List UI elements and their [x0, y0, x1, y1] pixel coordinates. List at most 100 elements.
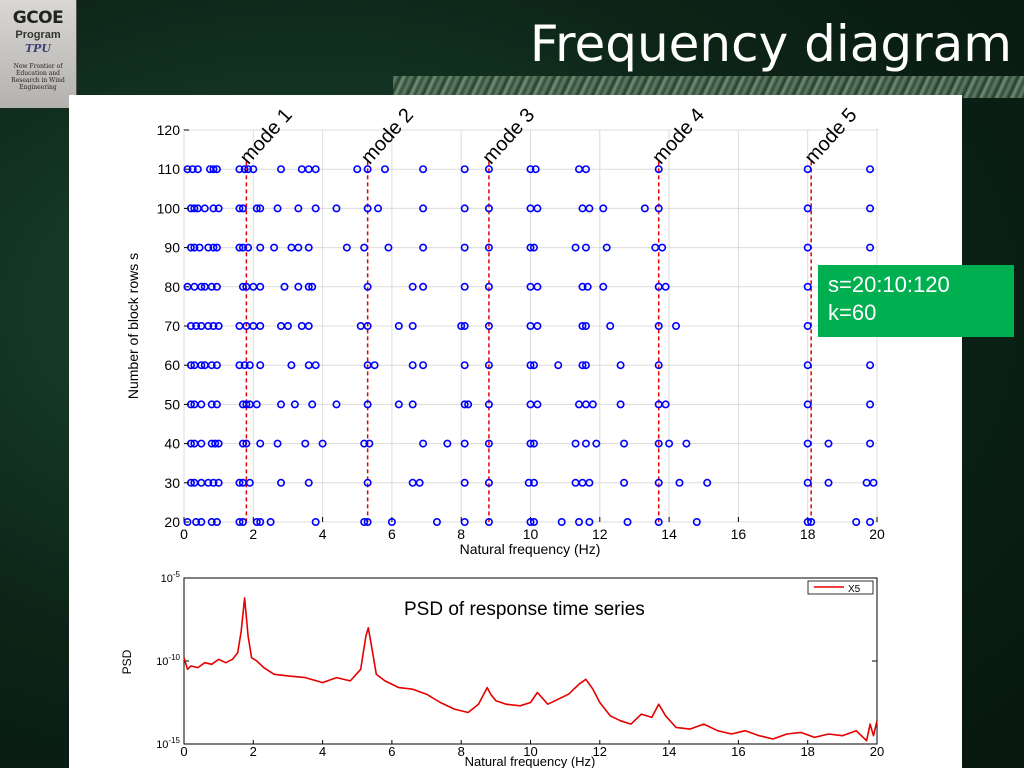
scatter-point [460, 321, 469, 330]
scatter-point [581, 243, 590, 252]
scatter-point [460, 361, 469, 370]
scatter-point [803, 165, 812, 174]
scatter-point [200, 204, 209, 213]
scatter-x-label: Natural frequency (Hz) [460, 541, 601, 557]
scatter-point [240, 361, 249, 370]
scatter-point [623, 517, 632, 526]
scatter-point [585, 204, 594, 213]
scatter-point [869, 478, 878, 487]
logo-line-4: New Frontier of Education and Research i… [11, 63, 65, 91]
scatter-points [183, 165, 878, 526]
scatter-point [301, 439, 310, 448]
scatter-point [249, 165, 258, 174]
scatter-point [214, 439, 223, 448]
scatter-point [803, 321, 812, 330]
scatter-point [581, 165, 590, 174]
scatter-point [304, 282, 313, 291]
scatter-point [290, 400, 299, 409]
scatter-point [256, 439, 265, 448]
psd-x-tick-label: 10 [523, 744, 537, 759]
scatter-point [803, 478, 812, 487]
info-line-k: k=60 [828, 300, 877, 325]
scatter-point [866, 361, 875, 370]
scatter-point [419, 282, 428, 291]
scatter-point [824, 439, 833, 448]
scatter-point [529, 361, 538, 370]
scatter-point [807, 517, 816, 526]
scatter-point [533, 321, 542, 330]
psd-x-ticks: 0 2 4 6 8 10 12 14 16 18 20 [180, 740, 884, 759]
psd-y-label: PSD [120, 649, 134, 674]
scatter-point [235, 478, 244, 487]
scatter-point [273, 204, 282, 213]
scatter-point [484, 517, 493, 526]
scatter-point [529, 517, 538, 526]
scatter-point [332, 400, 341, 409]
scatter-point [280, 282, 289, 291]
scatter-point [363, 517, 372, 526]
scatter-point [353, 165, 362, 174]
scatter-point [256, 204, 265, 213]
scatter-point [209, 165, 218, 174]
scatter-point [460, 400, 469, 409]
scatter-point [192, 517, 201, 526]
scatter-point [235, 243, 244, 252]
scatter-point [342, 243, 351, 252]
scatter-point [866, 517, 875, 526]
scatter-point [190, 204, 199, 213]
scatter-point [419, 361, 428, 370]
psd-x-tick-label: 16 [731, 744, 745, 759]
scatter-point [460, 165, 469, 174]
scatter-point [204, 243, 213, 252]
scatter-point [526, 165, 535, 174]
scatter-x-tick-label: 8 [457, 526, 465, 542]
psd-x-label: Natural frequency (Hz) [465, 754, 596, 768]
frequency-scatter-chart: 0 2 4 6 8 10 12 14 16 18 20 20 30 40 50 60 70 80 90 100 110… [125, 104, 885, 557]
scatter-point [588, 400, 597, 409]
scatter-point [581, 361, 590, 370]
scatter-point [256, 517, 265, 526]
scatter-point [578, 282, 587, 291]
scatter-point [616, 361, 625, 370]
scatter-x-tick-label: 2 [249, 526, 257, 542]
scatter-y-tick-label: 40 [164, 436, 180, 452]
scatter-point [244, 165, 253, 174]
scatter-point [408, 282, 417, 291]
psd-x-tick-label: 4 [319, 744, 326, 759]
scatter-point [616, 400, 625, 409]
scatter-point [308, 282, 317, 291]
scatter-point [703, 478, 712, 487]
scatter-point [852, 517, 861, 526]
scatter-point [824, 478, 833, 487]
scatter-point [575, 517, 584, 526]
scatter-point [654, 204, 663, 213]
scatter-point [212, 165, 221, 174]
scatter-point [524, 478, 533, 487]
scatter-point [294, 204, 303, 213]
scatter-point [654, 439, 663, 448]
scatter-point [235, 165, 244, 174]
scatter-point [571, 243, 580, 252]
scatter-point [585, 478, 594, 487]
scatter-point [592, 439, 601, 448]
scatter-point [197, 439, 206, 448]
scatter-point [209, 478, 218, 487]
scatter-point [533, 400, 542, 409]
scatter-point [287, 361, 296, 370]
scatter-point [332, 204, 341, 213]
scatter-point [186, 361, 195, 370]
scatter-point [526, 517, 535, 526]
scatter-y-ticks: 20 30 40 50 60 70 80 90 100 110 120 [157, 122, 189, 530]
scatter-x-tick-label: 12 [592, 526, 608, 542]
scatter-point [304, 321, 313, 330]
scatter-point [283, 321, 292, 330]
scatter-point [277, 400, 286, 409]
scatter-point [803, 282, 812, 291]
psd-x-tick-label: 0 [180, 744, 187, 759]
scatter-point [256, 321, 265, 330]
psd-title: PSD of response time series [404, 599, 645, 620]
scatter-point [484, 321, 493, 330]
psd-x-tick-label: 18 [800, 744, 814, 759]
scatter-point [207, 282, 216, 291]
